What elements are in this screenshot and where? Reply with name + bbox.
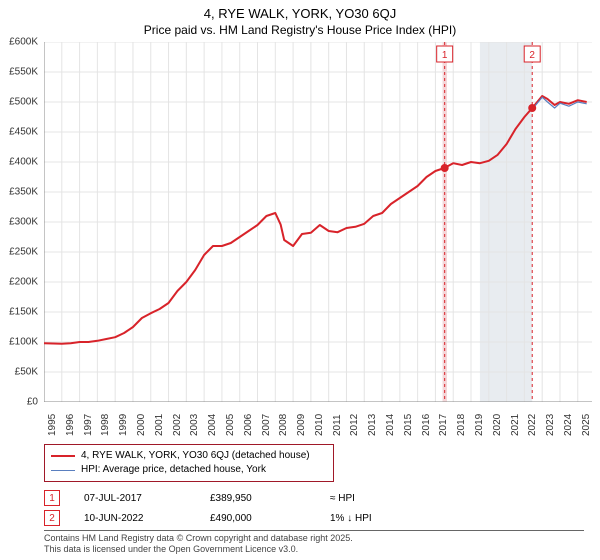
svg-text:1: 1	[442, 50, 448, 61]
x-tick-label: 2010	[314, 414, 325, 436]
x-tick-label: 2015	[403, 414, 414, 436]
x-tick-label: 2002	[172, 414, 183, 436]
chart-subtitle: Price paid vs. HM Land Registry's House …	[0, 21, 600, 37]
y-tick-label: £450K	[9, 127, 38, 138]
sale-row: 1 07-JUL-2017 £389,950 ≈ HPI	[44, 488, 564, 508]
sale-diff: ≈ HPI	[330, 493, 430, 504]
sale-price: £389,950	[210, 493, 320, 504]
x-tick-label: 2001	[154, 414, 165, 436]
x-tick-label: 2019	[474, 414, 485, 436]
legend-swatch	[51, 455, 75, 457]
sale-date: 10-JUN-2022	[70, 513, 200, 524]
sales-table: 1 07-JUL-2017 £389,950 ≈ HPI 2 10-JUN-2022 £49…	[44, 488, 564, 528]
chart-container: 4, RYE WALK, YORK, YO30 6QJ Price paid v…	[0, 0, 600, 560]
x-tick-label: 2013	[367, 414, 378, 436]
y-tick-label: £0	[27, 397, 38, 408]
x-tick-label: 2000	[136, 414, 147, 436]
footer-line-1: Contains HM Land Registry data © Crown c…	[44, 533, 584, 544]
x-tick-label: 2014	[385, 414, 396, 436]
legend-item: 4, RYE WALK, YORK, YO30 6QJ (detached ho…	[51, 449, 327, 463]
sale-date: 07-JUL-2017	[70, 493, 200, 504]
svg-text:2: 2	[529, 50, 535, 61]
legend: 4, RYE WALK, YORK, YO30 6QJ (detached ho…	[44, 444, 334, 482]
y-tick-label: £600K	[9, 37, 38, 48]
x-tick-label: 2012	[349, 414, 360, 436]
y-tick-label: £550K	[9, 67, 38, 78]
chart-plot-area: 12	[44, 42, 592, 402]
x-tick-label: 1997	[83, 414, 94, 436]
x-tick-label: 2024	[563, 414, 574, 436]
x-tick-label: 2021	[510, 414, 521, 436]
sale-badge: 1	[44, 490, 60, 506]
x-tick-label: 2003	[189, 414, 200, 436]
y-tick-label: £400K	[9, 157, 38, 168]
y-tick-label: £350K	[9, 187, 38, 198]
x-tick-label: 2008	[278, 414, 289, 436]
footer-line-2: This data is licensed under the Open Gov…	[44, 544, 584, 555]
x-tick-label: 1995	[47, 414, 58, 436]
x-tick-label: 2020	[492, 414, 503, 436]
y-tick-label: £300K	[9, 217, 38, 228]
x-tick-label: 2025	[581, 414, 592, 436]
x-tick-label: 2005	[225, 414, 236, 436]
x-tick-label: 2004	[207, 414, 218, 436]
x-tick-label: 2023	[545, 414, 556, 436]
x-axis-labels: 1995 1996 1997 1998 1999 2000 2001 2002 2003 2004…	[44, 404, 592, 444]
x-tick-label: 2011	[332, 414, 343, 436]
legend-label: HPI: Average price, detached house, York	[81, 463, 266, 477]
x-tick-label: 2016	[421, 414, 432, 436]
sale-diff: 1% ↓ HPI	[330, 513, 430, 524]
x-tick-label: 2009	[296, 414, 307, 436]
y-tick-label: £150K	[9, 307, 38, 318]
chart-title: 4, RYE WALK, YORK, YO30 6QJ	[0, 0, 600, 21]
x-tick-label: 1999	[118, 414, 129, 436]
x-tick-label: 2007	[261, 414, 272, 436]
x-tick-label: 1996	[65, 414, 76, 436]
legend-label: 4, RYE WALK, YORK, YO30 6QJ (detached ho…	[81, 449, 310, 463]
y-tick-label: £200K	[9, 277, 38, 288]
x-tick-label: 2006	[243, 414, 254, 436]
y-axis-labels: £0£50K£100K£150K£200K£250K£300K£350K£400…	[0, 42, 42, 402]
chart-svg: 12	[44, 42, 592, 402]
y-tick-label: £50K	[15, 367, 38, 378]
legend-swatch	[51, 470, 75, 471]
y-tick-label: £250K	[9, 247, 38, 258]
x-tick-label: 2018	[456, 414, 467, 436]
x-tick-label: 2022	[527, 414, 538, 436]
sale-row: 2 10-JUN-2022 £490,000 1% ↓ HPI	[44, 508, 564, 528]
legend-item: HPI: Average price, detached house, York	[51, 463, 327, 477]
y-tick-label: £100K	[9, 337, 38, 348]
sale-badge: 2	[44, 510, 60, 526]
sale-price: £490,000	[210, 513, 320, 524]
footer-attribution: Contains HM Land Registry data © Crown c…	[44, 530, 584, 555]
y-tick-label: £500K	[9, 97, 38, 108]
x-tick-label: 1998	[100, 414, 111, 436]
x-tick-label: 2017	[438, 414, 449, 436]
